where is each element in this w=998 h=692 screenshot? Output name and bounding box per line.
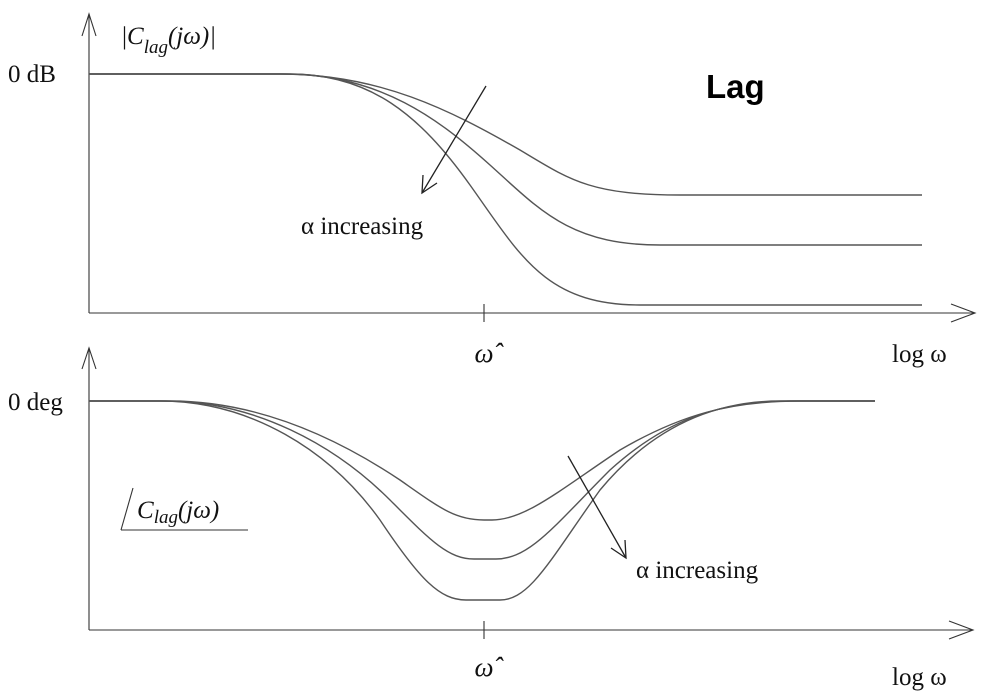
- phase-x-axis-label: log ω: [892, 664, 947, 691]
- magnitude-plot: |Clag(jω)| 0 dB ω̂ log ω α increasing: [8, 12, 977, 368]
- magnitude-curve-1: [89, 73, 922, 196]
- phase-y-axis-arrowhead: [81, 346, 97, 370]
- magnitude-y-label: |Clag(jω)|: [122, 23, 216, 58]
- phase-x-axis-arrowhead: [948, 620, 975, 640]
- magnitude-y-label-subscript: lag: [144, 37, 168, 58]
- magnitude-alpha-arrow: [421, 85, 487, 194]
- phase-y-label-argument: (jω): [178, 497, 219, 524]
- magnitude-y-label-prefix: |: [122, 23, 127, 50]
- magnitude-y-tick-label: 0 dB: [8, 61, 56, 88]
- magnitude-y-label-symbol: C: [127, 23, 144, 50]
- diagram-title: Lag: [706, 68, 765, 105]
- magnitude-annotation: α increasing: [301, 213, 424, 240]
- phase-curve-2: [89, 400, 875, 560]
- phase-y-label: Clag(jω): [137, 497, 219, 528]
- phase-y-label-subscript: lag: [154, 507, 178, 528]
- magnitude-x-axis-arrowhead: [950, 303, 977, 323]
- phase-plot: 0 deg Clag(jω) ω̂ log ω α increasing: [8, 346, 975, 691]
- phase-curve-3: [89, 400, 875, 601]
- magnitude-y-label-argument: (jω)|: [168, 23, 216, 50]
- phase-alpha-arrowhead: [610, 539, 627, 560]
- phase-y-tick-label: 0 deg: [8, 389, 63, 416]
- magnitude-x-axis-label: log ω: [892, 341, 947, 368]
- phase-curve-1: [89, 400, 875, 521]
- phase-y-label-symbol: C: [137, 497, 154, 524]
- magnitude-x-tick-label: ω̂: [474, 338, 504, 368]
- magnitude-y-axis-arrowhead: [81, 12, 97, 37]
- phase-alpha-arrow: [567, 455, 627, 559]
- magnitude-curve-2: [89, 73, 922, 246]
- phase-x-tick-label: ω̂: [474, 652, 504, 682]
- magnitude-alpha-arrowhead: [421, 174, 438, 195]
- angle-symbol-slant: [120, 487, 134, 531]
- magnitude-curve-3: [89, 73, 922, 306]
- phase-annotation: α increasing: [636, 557, 759, 584]
